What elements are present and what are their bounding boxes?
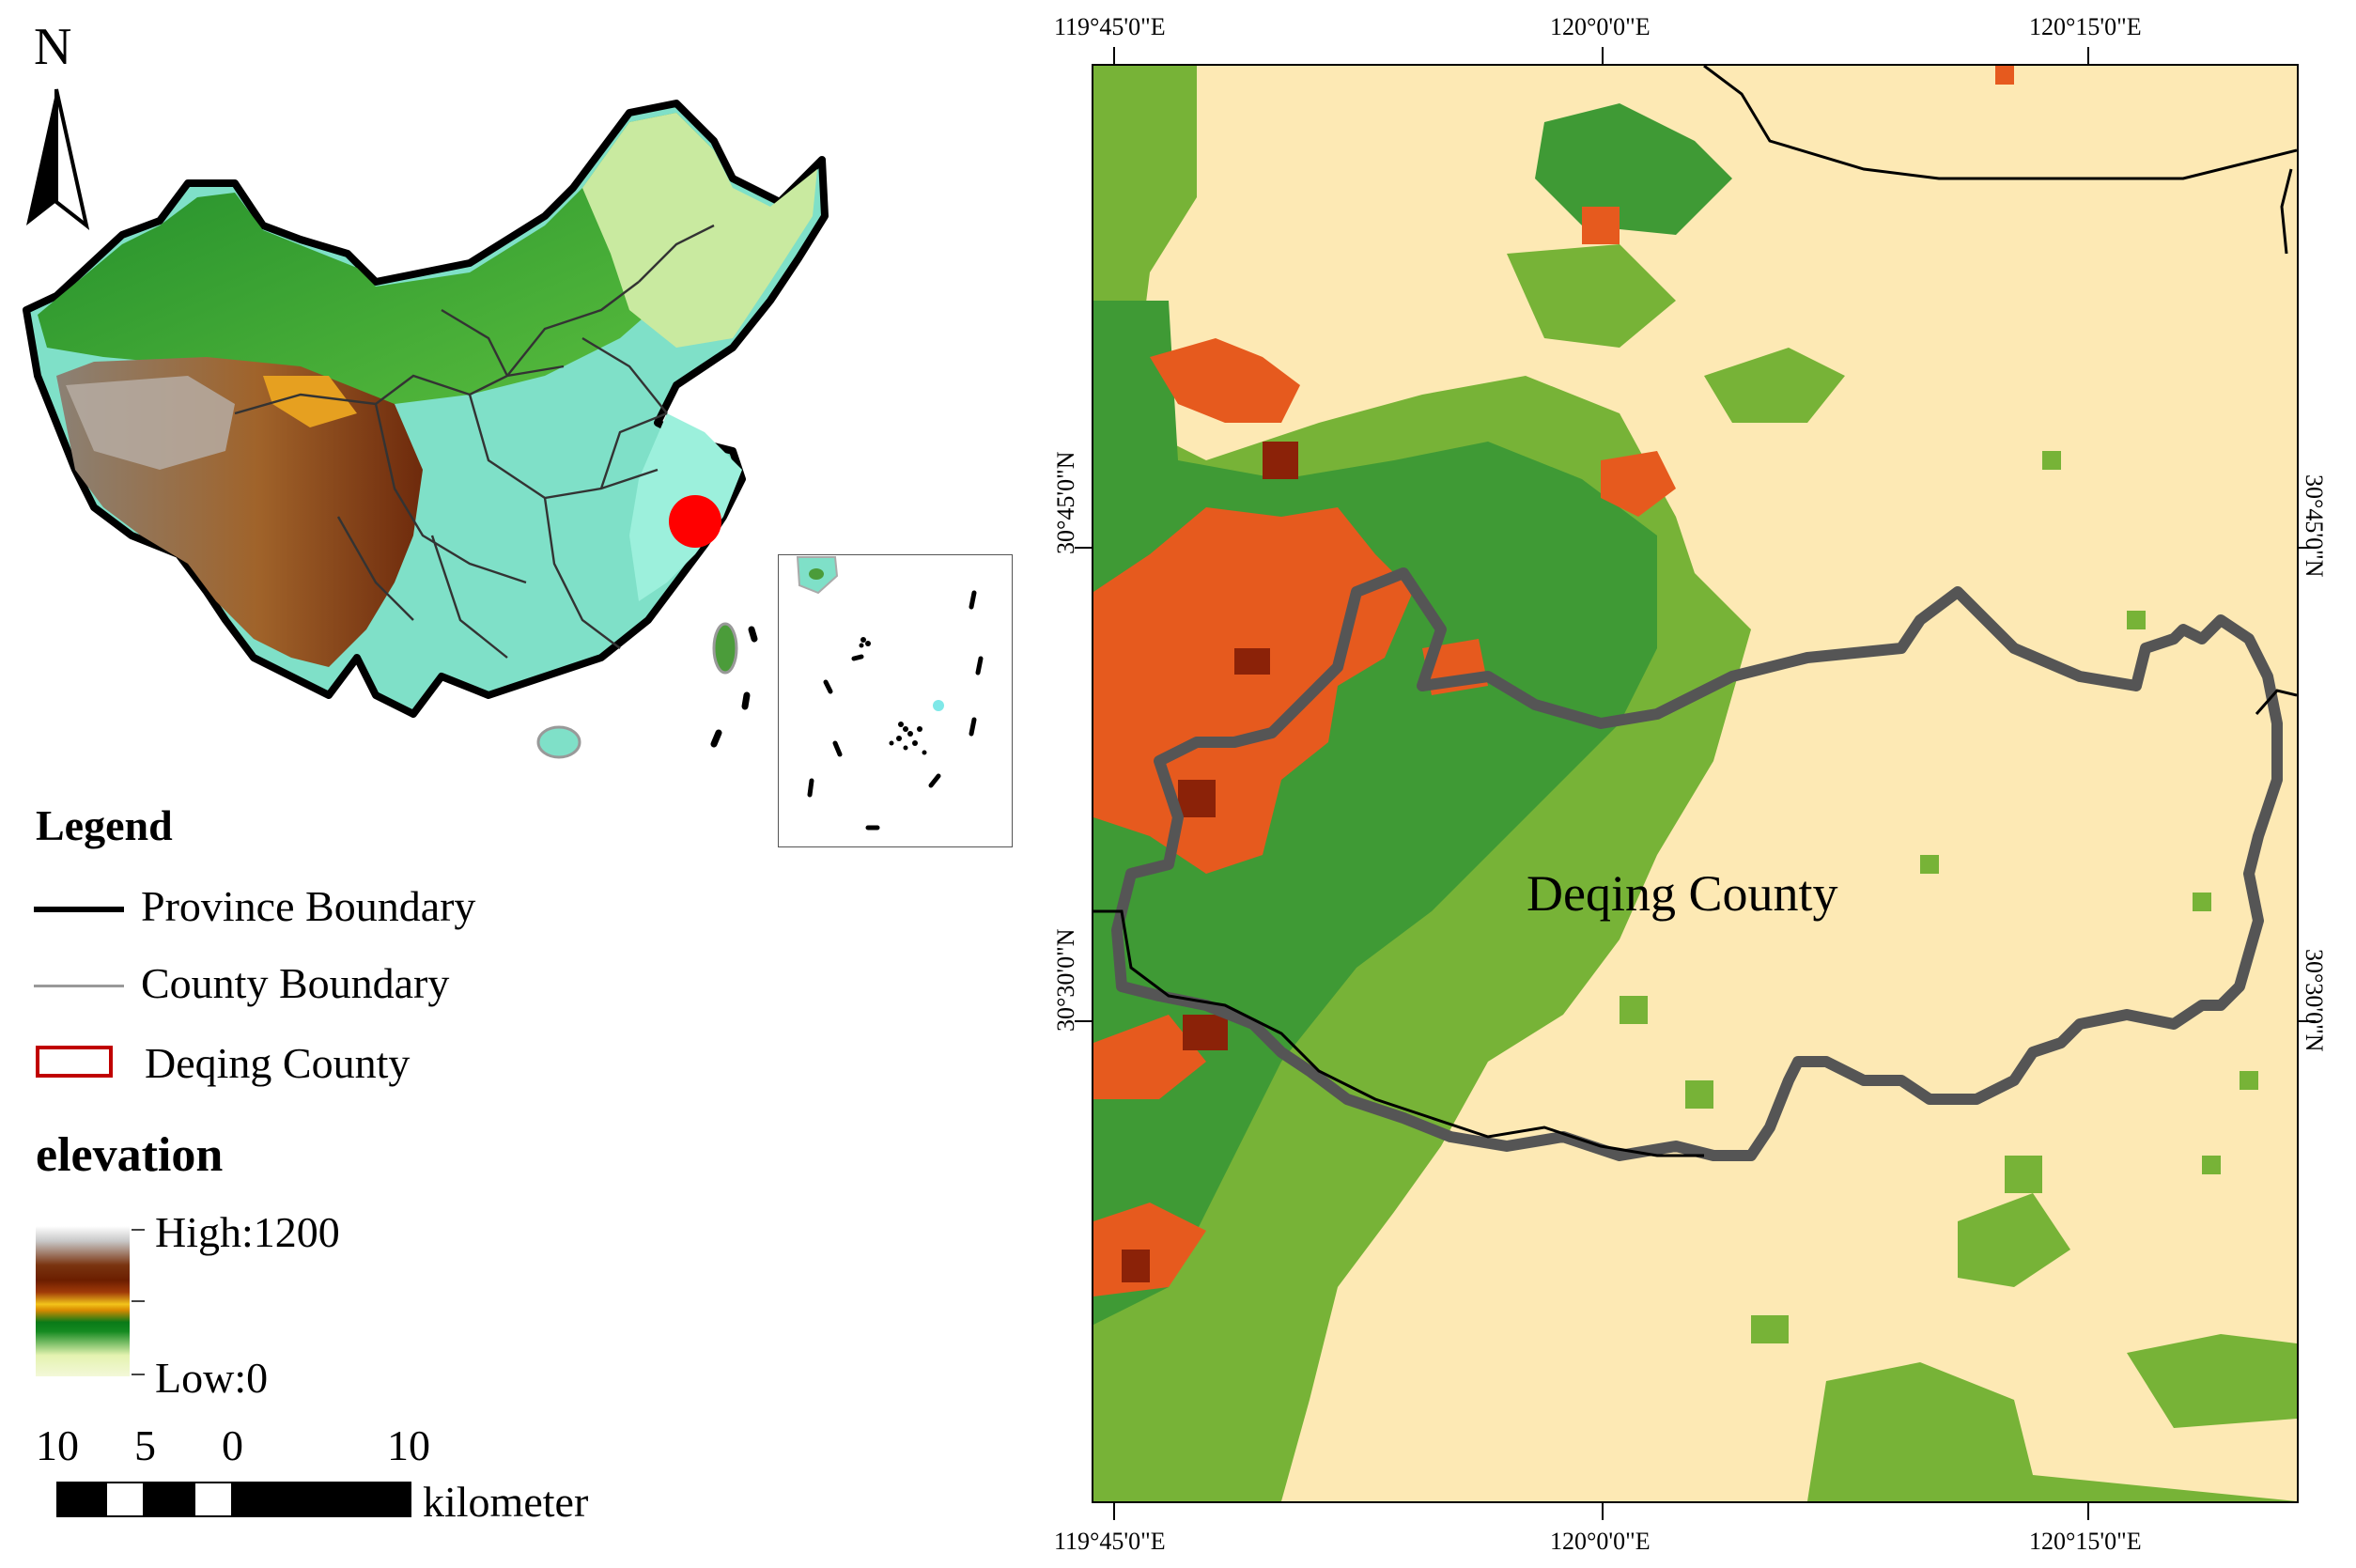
left-tick-1 xyxy=(1075,547,1092,549)
elevation-title: elevation xyxy=(36,1128,224,1182)
top-tick-2 xyxy=(1602,47,1604,64)
bottom-tick-1 xyxy=(1113,1503,1115,1520)
scale-seg-2 xyxy=(105,1482,145,1517)
scale-label-10-right: 10 xyxy=(387,1421,430,1469)
elevation-low-label: Low:0 xyxy=(155,1354,269,1402)
ramp-tick-low xyxy=(132,1374,145,1375)
china-overview-map xyxy=(23,100,829,759)
deqing-elevation-map xyxy=(1092,64,2299,1503)
north-label: N xyxy=(34,18,72,76)
north-arrow-icon xyxy=(26,88,90,231)
top-lon-label-3: 120°15'0"E xyxy=(2029,13,2142,40)
elevation-color-ramp xyxy=(36,1226,130,1376)
elevation-high-label: High:1200 xyxy=(155,1208,340,1256)
scale-label-10-left: 10 xyxy=(36,1421,79,1469)
top-tick-3 xyxy=(2087,47,2089,64)
deqing-county-label: Deqing County xyxy=(1527,865,1838,922)
right-tick-2 xyxy=(2299,1020,2316,1022)
legend-title: Legend xyxy=(36,801,173,849)
right-lat-label-1: 30°45'0"N xyxy=(2301,474,2328,578)
bottom-lon-label-1: 119°45'0"E xyxy=(1054,1528,1166,1555)
scale-unit: kilometer xyxy=(423,1478,589,1526)
bottom-tick-3 xyxy=(2087,1503,2089,1520)
scale-seg-4 xyxy=(194,1482,233,1517)
scale-seg-5 xyxy=(233,1482,411,1517)
bottom-lon-label-3: 120°15'0"E xyxy=(2029,1528,2142,1555)
left-tick-2 xyxy=(1075,1020,1092,1022)
province-boundary-symbol xyxy=(34,907,124,912)
left-lat-label-1: 30°45'0"N xyxy=(1052,451,1079,554)
scale-label-0: 0 xyxy=(222,1421,243,1469)
ramp-tick-high xyxy=(132,1229,145,1231)
south-china-sea-inset xyxy=(778,554,1013,847)
scale-seg-3 xyxy=(145,1482,194,1517)
bottom-lon-label-2: 120°0'0"E xyxy=(1550,1528,1651,1555)
bottom-tick-2 xyxy=(1602,1503,1604,1520)
ramp-tick-mid xyxy=(132,1300,145,1302)
top-lon-label-1: 119°45'0"E xyxy=(1054,13,1166,40)
scale-seg-1 xyxy=(56,1482,105,1517)
legend-county-boundary: County Boundary xyxy=(141,959,450,1007)
elevation-raster xyxy=(1093,66,2297,1501)
top-tick-1 xyxy=(1113,47,1115,64)
left-lat-label-2: 30°30'0"N xyxy=(1052,928,1079,1032)
scale-bar xyxy=(56,1482,413,1517)
legend-deqing-county: Deqing County xyxy=(145,1039,411,1087)
south-china-sea-inset-map xyxy=(796,556,984,831)
deqing-county-symbol xyxy=(36,1046,113,1078)
legend-province-boundary: Province Boundary xyxy=(141,882,476,930)
top-lon-label-2: 120°0'0"E xyxy=(1550,13,1651,40)
right-lat-label-2: 30°30'0"N xyxy=(2301,949,2328,1052)
scale-label-5: 5 xyxy=(134,1421,156,1469)
right-tick-1 xyxy=(2299,547,2316,549)
county-boundary-symbol xyxy=(34,985,124,987)
